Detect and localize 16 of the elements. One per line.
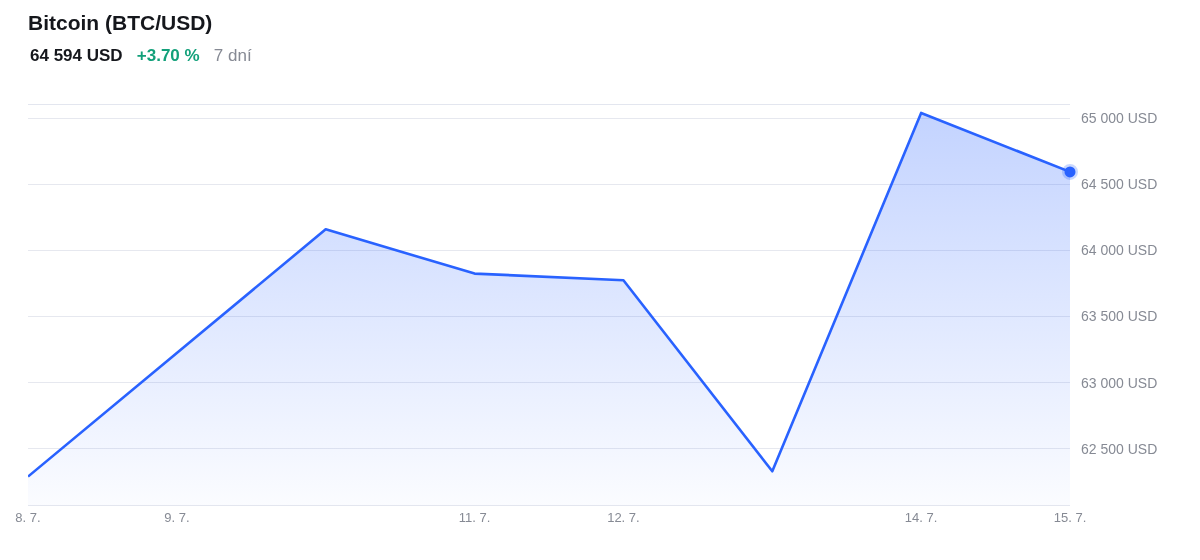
- y-tick-label: 64 500 USD: [1081, 176, 1158, 193]
- y-tick-label: 64 000 USD: [1081, 242, 1158, 259]
- x-tick-label: 12. 7.: [607, 509, 640, 525]
- y-tick-label: 62 500 USD: [1081, 440, 1158, 457]
- x-tick-label: 15. 7.: [1053, 509, 1087, 525]
- chart-title: Bitcoin (BTC/USD): [28, 11, 213, 35]
- chart-subtitle: 64 594 USD: [30, 46, 123, 65]
- x-tick-label: 8. 7.: [15, 509, 41, 525]
- x-tick-label: 11. 7.: [458, 509, 491, 525]
- y-tick-label: 63 500 USD: [1081, 308, 1158, 325]
- y-tick-label: 63 000 USD: [1081, 374, 1158, 391]
- text: +3.70 %: [136, 46, 200, 65]
- x-tick-label: 9. 7.: [164, 509, 190, 525]
- y-tick-label: 65 000 USD: [1081, 110, 1158, 127]
- x-tick-label: 14. 7.: [904, 509, 938, 525]
- text: 7 dní: [213, 46, 252, 65]
